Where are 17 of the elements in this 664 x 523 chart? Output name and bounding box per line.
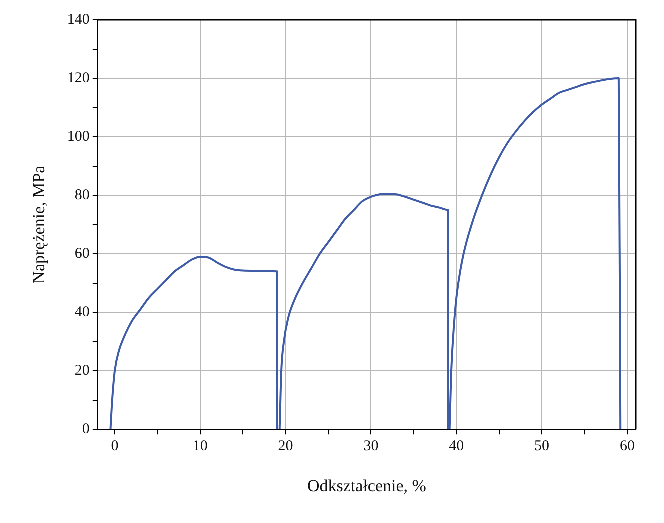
- y-tick-label: 120: [67, 70, 90, 86]
- y-axis-title: Naprężenie, MPa: [30, 165, 49, 284]
- x-tick-label: 30: [364, 438, 379, 455]
- y-tick-label: 60: [74, 246, 90, 262]
- x-tick-label: 20: [278, 438, 294, 455]
- x-tick-label: 60: [620, 438, 635, 455]
- y-tick-label: 80: [74, 187, 90, 204]
- x-tick-label: 40: [449, 438, 464, 455]
- y-tick-label: 20: [74, 363, 90, 380]
- y-tick-label: 0: [82, 422, 90, 438]
- y-tick-label: 40: [74, 304, 90, 321]
- y-tick-label: 100: [67, 128, 90, 145]
- x-tick-label: 0: [111, 438, 119, 455]
- x-tick-label: 50: [534, 438, 550, 455]
- x-axis-title: Odkształcenie, %: [307, 476, 426, 496]
- y-tick-label: 140: [67, 12, 90, 28]
- x-tick-label: 10: [192, 438, 208, 455]
